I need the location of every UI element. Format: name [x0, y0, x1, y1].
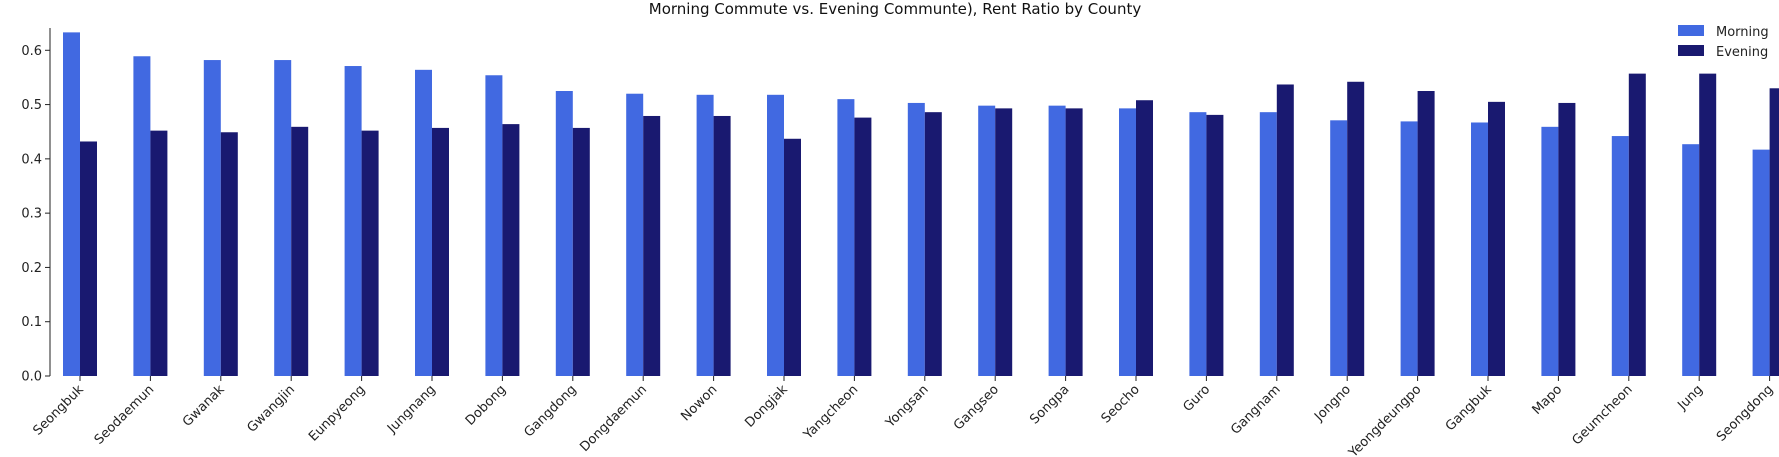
- x-tick-label-yangcheon: Yangcheon: [800, 382, 861, 443]
- bars-group: [63, 32, 1779, 377]
- bar-morning-gwangjin: [274, 60, 292, 377]
- bar-morning-dongjak: [767, 94, 784, 377]
- x-tick-label-jungnang: Jungnang: [384, 382, 439, 437]
- x-tick-label-dobong: Dobong: [463, 382, 509, 428]
- bar-evening-seongdong: [1769, 88, 1779, 377]
- bar-evening-seocho: [1136, 100, 1153, 376]
- bar-evening-nowon: [713, 115, 731, 376]
- bar-morning-seodaemun: [133, 56, 151, 376]
- legend-swatch-morning: [1678, 25, 1704, 36]
- x-tick-label-yeongdeungpo: Yeongdeungpo: [1345, 382, 1424, 457]
- y-axis: 0.0 0.1 0.2 0.3 0.4 0.5 0.6: [21, 28, 51, 385]
- bar-evening-gwanak: [220, 132, 238, 376]
- chart-title: Morning Commute vs. Evening Communte), R…: [649, 0, 1142, 18]
- x-tick-label-seodaemun: Seodaemun: [92, 382, 157, 447]
- y-tick-label: 0.4: [21, 152, 42, 167]
- bar-morning-dobong: [485, 75, 503, 376]
- bar-evening-songpa: [1065, 108, 1083, 376]
- bar-morning-gangseo: [978, 105, 996, 377]
- bar-evening-jungnang: [432, 127, 449, 377]
- legend-swatch-evening: [1678, 45, 1704, 56]
- y-tick-label: 0.0: [21, 370, 42, 385]
- bar-morning-gwanak: [203, 60, 221, 377]
- bar-evening-seodaemun: [150, 130, 168, 376]
- bar-morning-eunpyeong: [344, 66, 362, 377]
- legend-label-morning: Morning: [1716, 25, 1769, 40]
- bar-morning-gangdong: [555, 91, 573, 376]
- x-tick-label-songpa: Songpa: [1027, 382, 1072, 427]
- bar-evening-gwangjin: [291, 126, 309, 376]
- bar-evening-yongsan: [924, 112, 942, 377]
- bar-evening-gangnam: [1276, 84, 1294, 376]
- bar-evening-dongjak: [784, 138, 801, 376]
- y-tick-label: 0.5: [21, 98, 42, 113]
- bar-morning-dongdaemun: [626, 93, 644, 376]
- bar-morning-seocho: [1119, 108, 1136, 376]
- x-tick-label-yongsan: Yongsan: [882, 382, 931, 431]
- bar-evening-dobong: [502, 124, 520, 376]
- x-tick-label-gangseo: Gangseo: [951, 382, 1002, 433]
- y-tick-label: 0.3: [21, 207, 42, 222]
- bar-evening-seongbuk: [80, 141, 97, 376]
- bar-evening-gangbuk: [1488, 101, 1505, 376]
- x-tick-label-nowon: Nowon: [678, 382, 720, 424]
- bar-evening-jongno: [1347, 81, 1365, 377]
- bar-evening-yangcheon: [854, 117, 872, 376]
- bar-evening-gangseo: [995, 108, 1013, 376]
- bar-evening-eunpyeong: [361, 130, 379, 376]
- bar-evening-dongdaemun: [643, 115, 661, 376]
- bar-morning-songpa: [1048, 105, 1066, 377]
- bar-morning-jung: [1682, 144, 1700, 376]
- x-tick-label-eunpyeong: Eunpyeong: [306, 382, 368, 444]
- bar-evening-gangdong: [572, 127, 590, 377]
- y-tick-label: 0.2: [21, 261, 42, 276]
- bar-morning-geumcheon: [1611, 136, 1629, 376]
- x-tick-label-gangdong: Gangdong: [521, 382, 579, 440]
- bar-morning-gangbuk: [1471, 122, 1488, 376]
- bar-morning-yongsan: [907, 102, 925, 376]
- bar-evening-jung: [1699, 73, 1717, 376]
- x-tick-label-seocho: Seocho: [1099, 382, 1143, 426]
- x-tick-label-geumcheon: Geumcheon: [1569, 382, 1635, 448]
- y-tick-label: 0.6: [21, 44, 42, 59]
- bar-morning-mapo: [1541, 126, 1559, 376]
- bar-morning-nowon: [696, 94, 714, 377]
- legend-label-evening: Evening: [1716, 45, 1768, 60]
- y-tick-label: 0.1: [21, 315, 42, 330]
- bar-morning-seongdong: [1752, 149, 1770, 376]
- x-tick-label-jung: Jung: [1675, 382, 1707, 414]
- x-tick-label-gwangjin: Gwangjin: [245, 382, 298, 435]
- x-tick-label-dongdaemun: Dongdaemun: [577, 382, 650, 455]
- x-tick-label-gwanak: Gwanak: [180, 382, 228, 430]
- bar-morning-guro: [1189, 112, 1207, 377]
- bar-morning-jungnang: [415, 69, 432, 376]
- x-tick-label-jongno: Jongno: [1311, 382, 1354, 425]
- bar-morning-seongbuk: [63, 32, 80, 376]
- bar-evening-geumcheon: [1628, 73, 1646, 376]
- bar-morning-jongno: [1330, 120, 1348, 376]
- bar-evening-guro: [1206, 114, 1224, 376]
- x-tick-label-dongjak: Dongjak: [742, 382, 791, 431]
- x-tick-label-guro: Guro: [1180, 382, 1213, 415]
- bar-morning-yeongdeungpo: [1400, 121, 1418, 377]
- x-tick-label-gangnam: Gangnam: [1228, 382, 1283, 437]
- x-tick-label-mapo: Mapo: [1530, 382, 1566, 418]
- bar-morning-yangcheon: [837, 99, 855, 377]
- bar-morning-gangnam: [1259, 112, 1277, 377]
- legend[interactable]: Morning Evening: [1678, 25, 1769, 60]
- bar-evening-yeongdeungpo: [1417, 91, 1435, 376]
- x-axis: Seongbuk Seodaemun Gwanak Gwangjin Eunpyeong…: [30, 376, 1776, 457]
- x-tick-label-seongdong: Seongdong: [1714, 382, 1777, 445]
- x-tick-label-seongbuk: Seongbuk: [30, 382, 87, 439]
- x-tick-label-gangbuk: Gangbuk: [1443, 382, 1495, 434]
- bar-evening-mapo: [1558, 102, 1576, 376]
